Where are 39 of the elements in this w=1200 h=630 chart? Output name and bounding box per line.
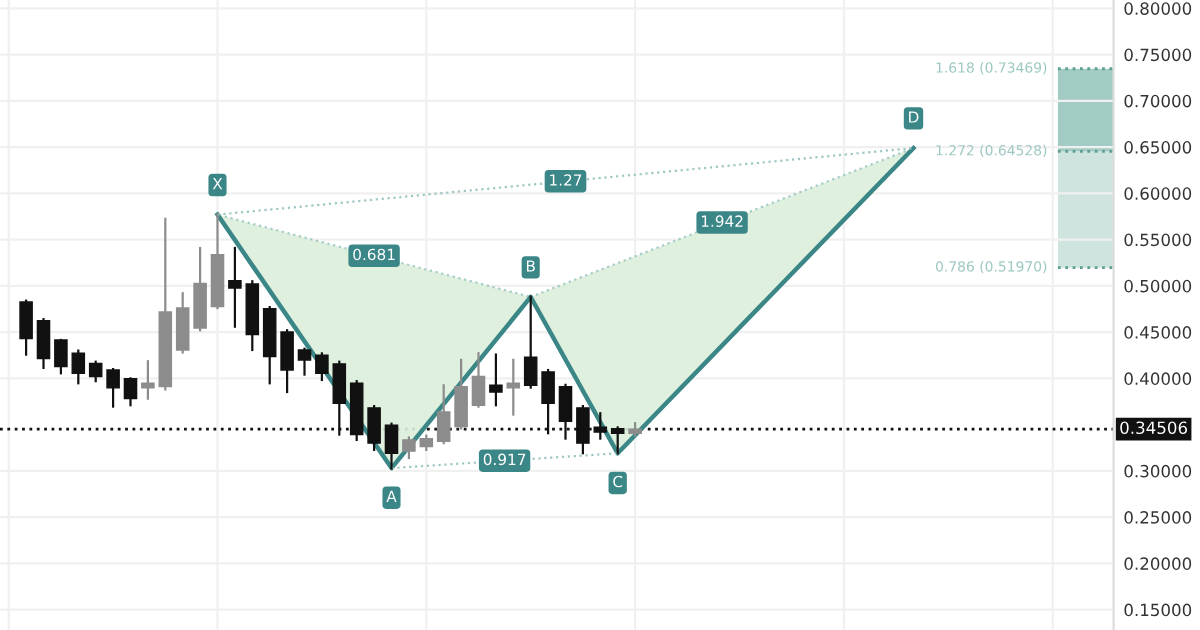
candlestick: [54, 338, 68, 375]
candlestick: [19, 299, 33, 356]
candlestick: [106, 368, 120, 408]
y-tick-label: 0.20000: [1124, 557, 1192, 570]
candlestick: [36, 318, 51, 370]
y-tick-label: 0.65000: [1124, 141, 1192, 154]
candlestick: [193, 246, 207, 332]
candlestick: [436, 384, 451, 445]
candlestick: [88, 360, 103, 383]
candlestick: [297, 347, 312, 376]
candlestick: [402, 436, 416, 460]
y-tick-label: 0.45000: [1124, 326, 1192, 339]
candlestick: [610, 426, 625, 455]
candlestick: [228, 246, 242, 328]
candlestick: [506, 358, 521, 416]
candlestick: [367, 405, 381, 451]
candlestick: [123, 377, 138, 407]
candlestick: [71, 349, 86, 385]
y-tick-label: 0.15000: [1124, 603, 1192, 617]
y-tick-label: 0.30000: [1124, 464, 1192, 478]
candlestick: [141, 360, 155, 400]
candlestick: [262, 306, 277, 385]
y-tick-label: 0.60000: [1124, 187, 1192, 200]
y-tick-label: 0.70000: [1124, 94, 1192, 108]
y-tick-label: 0.55000: [1124, 233, 1192, 247]
candlestick: [523, 295, 538, 389]
candlestick: [454, 358, 468, 430]
candlestick: [384, 422, 399, 470]
candlestick: [471, 352, 486, 408]
candlestick: [315, 352, 329, 382]
candlestick: [280, 329, 294, 394]
y-tick-label: 0.40000: [1124, 372, 1192, 385]
y-tick-label: 0.75000: [1124, 48, 1192, 62]
y-tick-label: 0.50000: [1124, 279, 1192, 293]
ref-line-label: 0.34506: [1120, 421, 1188, 435]
candlestick: [175, 292, 190, 354]
y-tick-label: 0.80000: [1124, 2, 1192, 15]
candlestick: [489, 353, 503, 407]
y-tick-label: 0.25000: [1124, 511, 1192, 524]
